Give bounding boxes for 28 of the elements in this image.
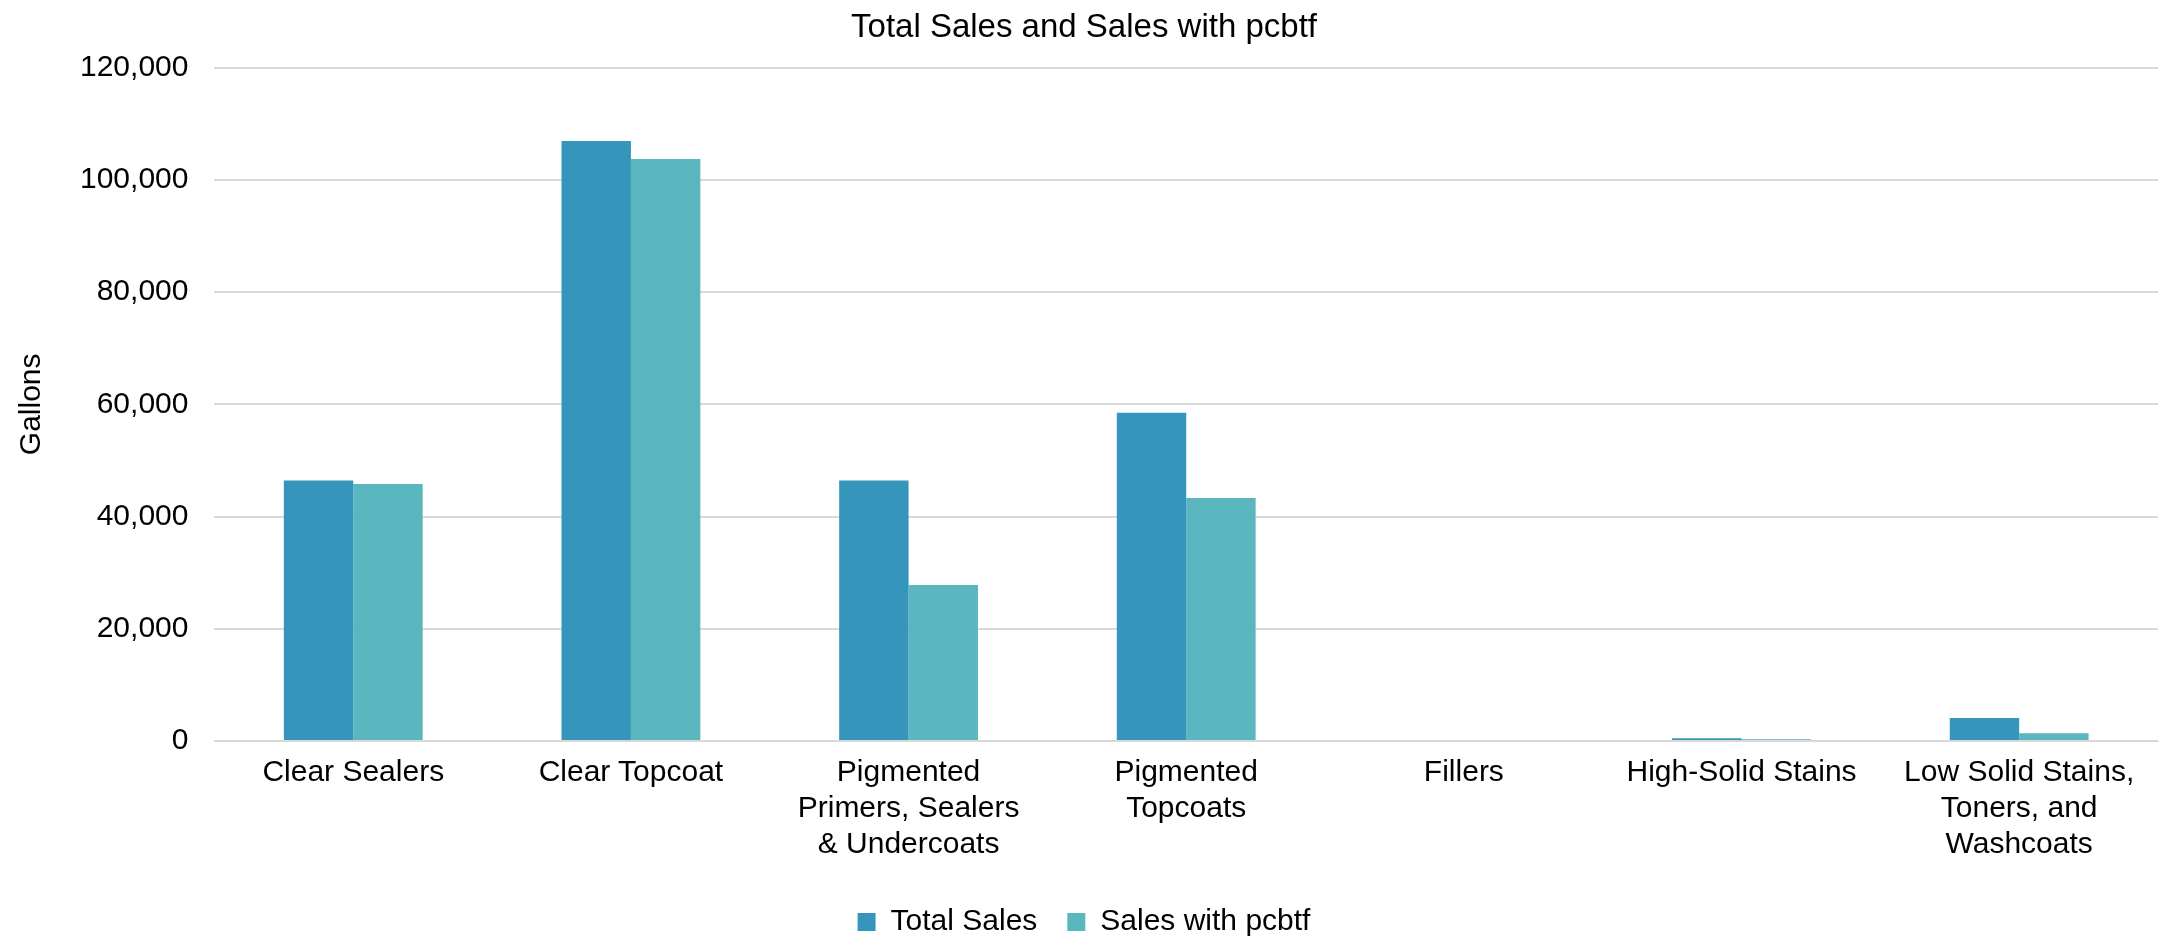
chart-title: Total Sales and Sales with pcbtf [851,6,1318,44]
x-tick-label: Clear Sealers [262,754,445,788]
bar [2019,733,2089,740]
bar [1116,412,1187,740]
x-tick-label: Clear Topcoat [538,754,724,788]
bar [283,480,354,740]
bar [630,159,701,740]
bar [353,483,423,740]
x-tick-label: Pigmented Primers, Sealers & Undercoats [797,754,1020,860]
x-tick-label: Low Solid Stains, Toners, and Washcoats [1904,754,2135,860]
x-tick-label: Fillers [1423,754,1504,788]
bar [839,480,909,740]
y-tick-label: 60,000 [96,385,189,419]
y-tick-label: 120,000 [79,48,189,82]
bar [1186,498,1256,740]
bar [908,585,978,740]
x-tick-label: Pigmented Topcoats [1114,754,1258,824]
y-tick-label: 40,000 [96,497,189,531]
y-tick-label: 80,000 [96,273,189,307]
bar [561,141,631,740]
y-tick-label: 0 [171,722,189,756]
y-tick-label: 100,000 [79,161,189,195]
legend-label: Sales with pcbtf [1100,903,1312,937]
y-axis-title: Gallons [13,353,47,456]
bar [1949,717,2020,740]
y-tick-label: 20,000 [96,610,189,644]
x-tick-label: High-Solid Stains [1626,754,1857,788]
legend-label: Total Sales [890,903,1038,937]
